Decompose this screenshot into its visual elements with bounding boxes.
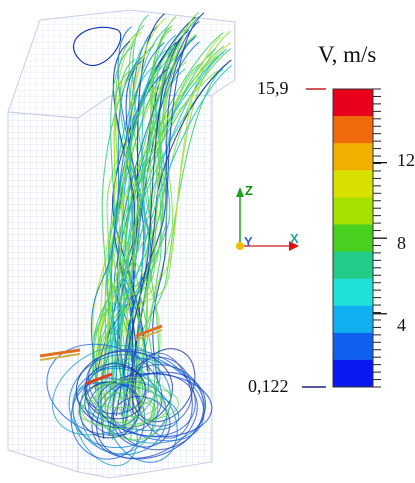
streamline [90,42,165,374]
legend-color-band [333,305,373,334]
legend-color-band [333,89,373,117]
streamline [110,63,228,422]
streamline [51,345,161,436]
streamline [96,376,172,425]
legend-title: V, m/s [318,42,377,67]
streamline [107,44,177,386]
streamline [124,65,232,421]
streamlines [46,12,232,467]
inlet-pipe [39,348,81,358]
streamline [88,382,140,435]
streamline [106,381,178,463]
z-axis-arrow-icon [236,187,244,197]
legend-max-label: 15,9 [257,78,289,98]
legend-color-band [333,224,373,253]
legend-color-band [333,197,373,225]
x-axis-label: X [290,231,299,246]
streamline [100,38,192,437]
streamline [85,382,155,409]
streamline [78,396,155,427]
streamline [119,58,160,420]
legend-color-band [333,170,373,198]
streamline [100,387,168,441]
streamline [97,12,200,362]
streamline [70,377,146,460]
inlet-pipe [135,329,163,341]
streamline [112,36,222,391]
legend-color-band [333,359,373,388]
streamline [79,362,159,455]
legend-tick-label: 8 [397,233,406,253]
streamline [123,37,195,381]
streamline [132,20,197,437]
streamline [95,28,173,397]
inlet-pipes [39,324,163,386]
streamline [121,59,232,417]
legend-color-band [333,332,373,361]
legend-color-band [333,143,373,171]
mesh-face-front [7,111,79,473]
streamline [114,70,140,368]
legend-ticks [373,88,387,388]
y-axis-dot-icon [236,242,244,250]
streamline [120,26,169,396]
y-axis-label: Y [244,234,253,249]
streamline [137,26,172,384]
inlet-pipe [84,372,113,386]
streamline [97,373,213,438]
streamline [81,391,157,430]
axis-triad [236,187,299,251]
z-axis-label: Z [245,183,253,198]
streamline [94,379,144,424]
legend-color-band [333,116,373,144]
streamline [73,26,122,67]
streamline [152,12,205,385]
legend-tick-label: 4 [397,315,406,335]
inlet-pipe [39,353,81,361]
streamline [91,372,198,459]
streamline [112,16,196,371]
streamline [123,24,173,405]
color-legend-bar [332,88,374,388]
inlet-pipe [135,324,163,338]
streamline [92,68,186,381]
x-axis-arrow-icon [289,241,299,251]
streamline [110,48,227,389]
streamline [95,48,216,389]
legend-color-band [333,278,373,307]
legend-tick-label: 12 [397,150,415,170]
legend-color-band [333,251,373,280]
legend-min-label: 0,122 [248,376,289,396]
streamline [134,352,193,439]
streamline [101,17,167,374]
streamline [96,371,207,460]
